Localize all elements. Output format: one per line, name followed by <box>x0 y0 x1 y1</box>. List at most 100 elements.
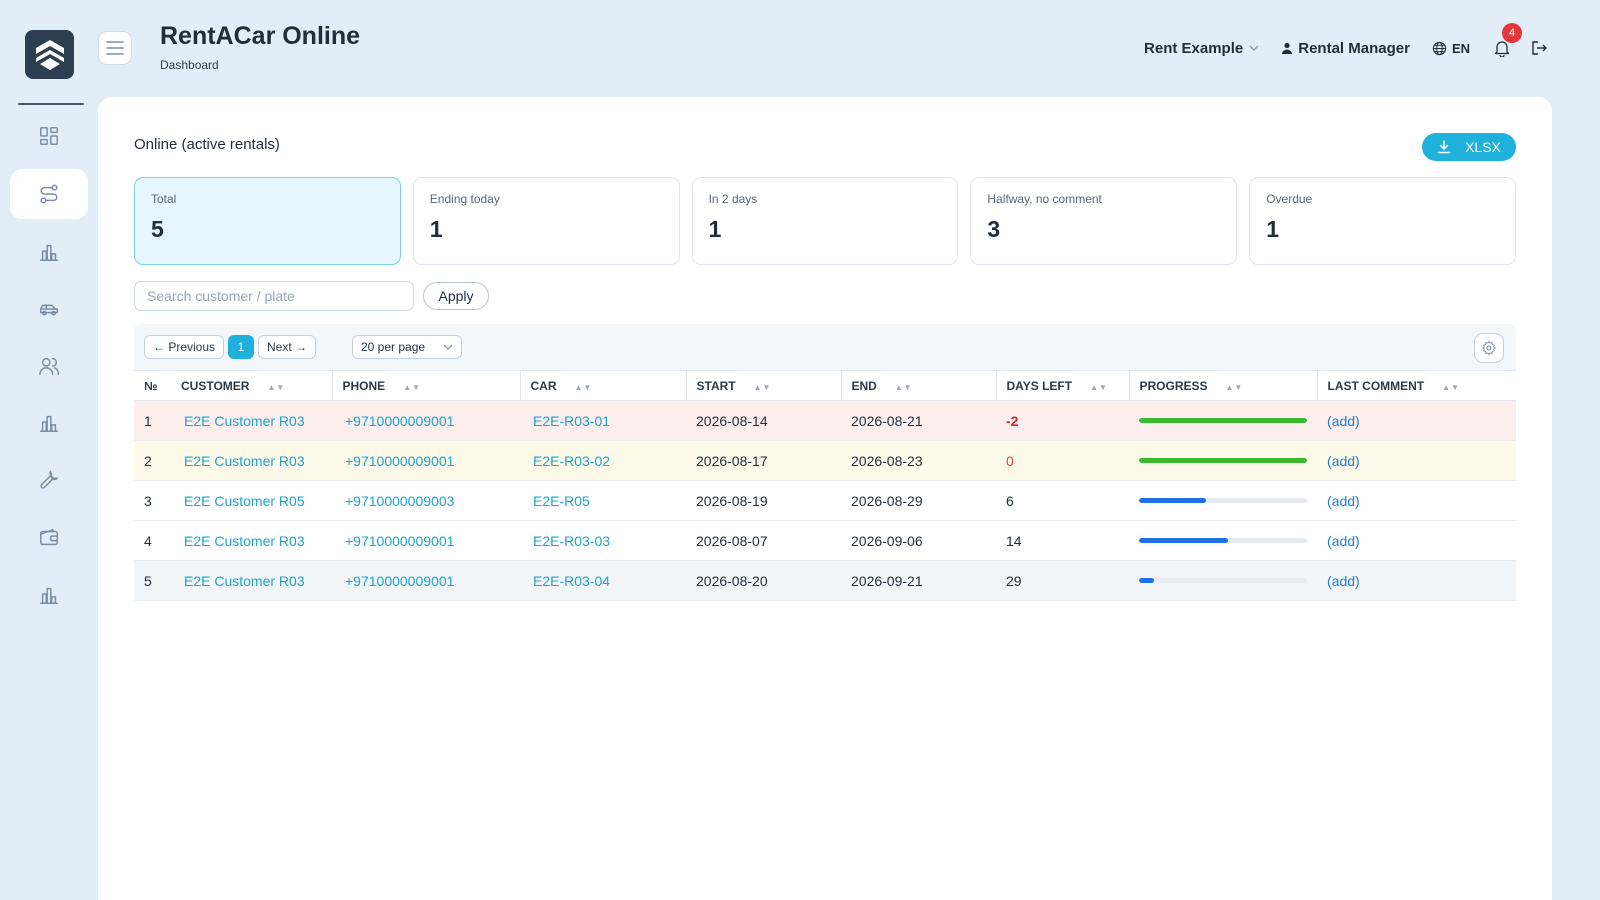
phone-link[interactable]: +9710000009001 <box>345 532 455 549</box>
start-date-cell: 2026-08-14 <box>686 400 841 441</box>
column-header-phone[interactable]: PHONE ▲▼ <box>331 370 520 401</box>
progress-cell <box>1129 480 1317 521</box>
phone-cell: +9710000009001 <box>332 520 520 561</box>
bar-chart-icon <box>40 415 58 432</box>
customer-link[interactable]: E2E Customer R03 <box>184 572 305 589</box>
stat-card-overdue[interactable]: Overdue 1 <box>1249 177 1516 265</box>
phone-link[interactable]: +9710000009001 <box>345 572 455 589</box>
start-date-cell: 2026-08-20 <box>686 560 841 601</box>
sort-icon[interactable]: ▲▼ <box>894 382 913 392</box>
sort-icon[interactable]: ▲▼ <box>267 382 286 392</box>
car-cell: E2E-R03-04 <box>520 560 686 601</box>
phone-link[interactable]: +9710000009001 <box>345 452 455 469</box>
menu-toggle-button[interactable] <box>98 31 132 65</box>
days-left-cell: 6 <box>996 480 1129 521</box>
progress-cell <box>1129 440 1317 481</box>
export-xlsx-button[interactable]: XLSX <box>1422 133 1516 161</box>
user-menu[interactable]: Rental Manager <box>1281 40 1410 57</box>
car-link[interactable]: E2E-R03-04 <box>533 572 611 589</box>
row-number-cell: 3 <box>134 480 171 521</box>
column-header-customer[interactable]: CUSTOMER ▲▼ <box>171 370 332 401</box>
last-comment-cell: (add) <box>1317 560 1516 601</box>
customer-link[interactable]: E2E Customer R05 <box>184 492 305 509</box>
globe-icon <box>1432 41 1447 55</box>
days-left-value: 29 <box>1006 572 1022 589</box>
app-logo[interactable] <box>25 30 74 79</box>
logout-icon <box>1531 41 1547 55</box>
sort-icon[interactable]: ▲▼ <box>1225 382 1244 392</box>
previous-page-button[interactable]: ← Previous <box>144 335 224 359</box>
column-header-number: № <box>134 370 171 401</box>
language-selector[interactable]: EN <box>1432 41 1470 56</box>
row-number-cell: 1 <box>134 400 171 441</box>
add-comment-link[interactable]: (add) <box>1327 572 1360 589</box>
last-comment-cell: (add) <box>1317 520 1516 561</box>
car-link[interactable]: E2E-R03-02 <box>533 452 611 469</box>
stat-card-total[interactable]: Total 5 <box>134 177 401 265</box>
sidebar-item-analytics[interactable] <box>10 398 88 448</box>
customer-cell: E2E Customer R03 <box>171 400 332 441</box>
bar-chart-icon <box>40 244 58 261</box>
column-header-progress[interactable]: PROGRESS ▲▼ <box>1128 370 1317 401</box>
header-actions: Rent Example Rental Manager EN 4 <box>1144 23 1548 60</box>
sidebar-item-dashboard[interactable] <box>10 111 88 161</box>
column-header-start[interactable]: START ▲▼ <box>685 370 841 401</box>
sidebar-item-finance[interactable] <box>10 512 88 562</box>
car-link[interactable]: E2E-R03-03 <box>533 532 611 549</box>
sidebar-item-customers[interactable] <box>10 341 88 391</box>
sidebar-item-service[interactable] <box>10 455 88 505</box>
days-left-value: 14 <box>1006 532 1022 549</box>
sort-icon[interactable]: ▲▼ <box>1090 382 1108 392</box>
phone-link[interactable]: +9710000009001 <box>345 412 455 429</box>
stat-label: Halfway, no comment <box>987 192 1102 206</box>
car-link[interactable]: E2E-R05 <box>533 492 590 509</box>
table-row: 5 E2E Customer R03 +9710000009001 E2E-R03-0… <box>134 560 1516 601</box>
add-comment-link[interactable]: (add) <box>1327 532 1360 549</box>
days-left-value: -2 <box>1006 412 1019 429</box>
car-cell: E2E-R03-02 <box>520 440 686 481</box>
logout-button[interactable] <box>1530 39 1548 57</box>
table-settings-button[interactable] <box>1474 333 1504 363</box>
add-comment-link[interactable]: (add) <box>1327 492 1360 509</box>
car-icon <box>40 304 58 316</box>
progress-cell <box>1129 560 1317 601</box>
progress-bar-fill <box>1139 418 1307 423</box>
sort-icon[interactable]: ▲▼ <box>753 382 772 392</box>
customer-link[interactable]: E2E Customer R03 <box>184 452 305 469</box>
stat-card-halfway-no-comment[interactable]: Halfway, no comment 3 <box>970 177 1238 265</box>
logo-icon <box>35 39 64 70</box>
phone-cell: +9710000009001 <box>332 560 520 601</box>
add-comment-link[interactable]: (add) <box>1327 412 1360 429</box>
stat-card-ending-today[interactable]: Ending today 1 <box>412 177 680 265</box>
phone-link[interactable]: +9710000009003 <box>345 492 455 509</box>
progress-bar <box>1139 498 1307 503</box>
sort-icon[interactable]: ▲▼ <box>403 382 422 392</box>
next-page-button[interactable]: Next → <box>258 335 316 359</box>
column-header-car[interactable]: CAR ▲▼ <box>519 370 686 401</box>
per-page-select[interactable]: 20 per page <box>352 335 462 359</box>
customer-link[interactable]: E2E Customer R03 <box>184 412 305 429</box>
sidebar-item-reports[interactable] <box>10 227 88 277</box>
page-number-button[interactable]: 1 <box>228 335 254 359</box>
notifications-button[interactable]: 4 <box>1492 23 1522 59</box>
car-link[interactable]: E2E-R03-01 <box>533 412 611 429</box>
end-date-cell: 2026-08-23 <box>841 440 996 481</box>
sidebar-item-statistics[interactable] <box>10 570 88 620</box>
sidebar-item-cars[interactable] <box>10 284 88 334</box>
column-header-end[interactable]: END ▲▼ <box>840 370 996 401</box>
apply-button[interactable]: Apply <box>423 282 489 310</box>
customer-link[interactable]: E2E Customer R03 <box>184 532 305 549</box>
row-number-cell: 2 <box>134 440 171 481</box>
sort-icon[interactable]: ▲▼ <box>574 382 593 392</box>
company-selector[interactable]: Rent Example <box>1144 40 1259 57</box>
sort-icon[interactable]: ▲▼ <box>1442 382 1460 392</box>
main-panel: Online (active rentals) XLSX Total 5 End… <box>98 97 1552 900</box>
sidebar-item-online[interactable] <box>10 169 88 219</box>
wallet-icon <box>40 528 58 546</box>
search-input[interactable] <box>134 281 414 311</box>
column-header-last-comment[interactable]: LAST COMMENT ▲▼ <box>1316 370 1516 401</box>
add-comment-link[interactable]: (add) <box>1327 452 1360 469</box>
stat-card-in-2-days[interactable]: In 2 days 1 <box>691 177 959 265</box>
users-icon <box>39 357 60 375</box>
column-header-days-left[interactable]: DAYS LEFT ▲▼ <box>995 370 1129 401</box>
